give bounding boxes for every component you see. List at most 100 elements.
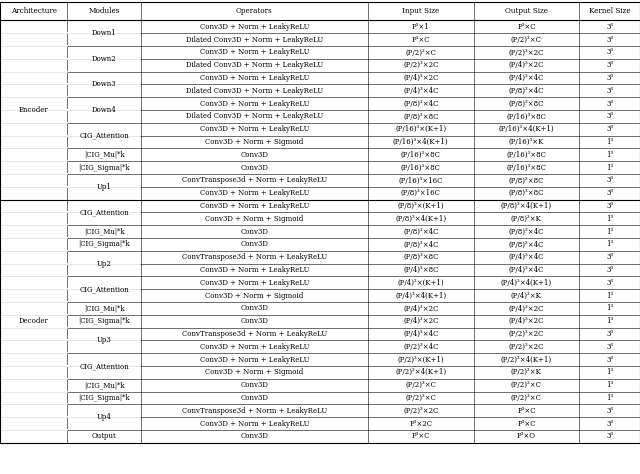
Text: 3³: 3³ [606,253,613,261]
Text: Up4: Up4 [97,413,111,421]
Text: Conv3D + Norm + LeakyReLU: Conv3D + Norm + LeakyReLU [200,356,309,364]
Text: (P/8)³×8C: (P/8)³×8C [403,112,438,120]
Text: (P/8)³×4C: (P/8)³×4C [509,87,544,95]
Text: 3³: 3³ [606,125,613,133]
Text: |CIG_Sigma|*k: |CIG_Sigma|*k [78,240,130,248]
Text: Encoder: Encoder [19,106,49,114]
Text: 3³: 3³ [606,112,613,120]
Text: Dilated Conv3D + Norm + LeakyReLU: Dilated Conv3D + Norm + LeakyReLU [186,87,323,95]
Text: Down4: Down4 [92,106,116,114]
Text: P³×C: P³×C [517,23,536,31]
Text: Conv3D: Conv3D [241,394,268,402]
Text: |CIG_Mu|*k: |CIG_Mu|*k [84,381,124,389]
Text: ConvTranspose3d + Norm + LeakyReLU: ConvTranspose3d + Norm + LeakyReLU [182,176,327,184]
Text: 1³: 1³ [606,292,613,300]
Text: Conv3D + Norm + LeakyReLU: Conv3D + Norm + LeakyReLU [200,189,309,197]
Text: P³×C: P³×C [412,432,430,440]
Text: (P/8)³×4(K+1): (P/8)³×4(K+1) [396,215,446,223]
Text: 3³: 3³ [606,356,613,364]
Text: Conv3D + Norm + Sigmoid: Conv3D + Norm + Sigmoid [205,292,303,300]
Text: Decoder: Decoder [19,317,49,325]
Text: P³×C: P³×C [412,36,430,44]
Text: (P/8)³×4C: (P/8)³×4C [403,100,438,108]
Text: 3³: 3³ [606,61,613,69]
Text: 3³: 3³ [606,279,613,287]
Text: 3³: 3³ [606,74,613,82]
Text: Down3: Down3 [92,81,116,88]
Text: Conv3D + Norm + Sigmoid: Conv3D + Norm + Sigmoid [205,368,303,376]
Text: Conv3D + Norm + Sigmoid: Conv3D + Norm + Sigmoid [205,138,303,146]
Text: P³×1: P³×1 [412,23,429,31]
Text: (P/4)³×4C: (P/4)³×4C [509,74,544,82]
Text: 3³: 3³ [606,419,613,428]
Text: 3³: 3³ [606,407,613,415]
Text: (P/4)³×2C: (P/4)³×2C [403,304,438,312]
Text: Conv3D: Conv3D [241,240,268,248]
Text: (P/8)³×4C: (P/8)³×4C [509,228,544,236]
Text: ConvTranspose3d + Norm + LeakyReLU: ConvTranspose3d + Norm + LeakyReLU [182,253,327,261]
Text: (P/4)³×4(K+1): (P/4)³×4(K+1) [396,292,446,300]
Text: (P/4)³×2C: (P/4)³×2C [403,74,438,82]
Text: Conv3D + Norm + LeakyReLU: Conv3D + Norm + LeakyReLU [200,202,309,210]
Text: 3³: 3³ [606,432,613,440]
Text: 3³: 3³ [606,266,613,274]
Text: (P/4)³×4C: (P/4)³×4C [509,266,544,274]
Text: (P/16)³×8C: (P/16)³×8C [506,112,547,120]
Text: Up2: Up2 [97,260,111,267]
Text: (P/2)³×C: (P/2)³×C [511,36,542,44]
Text: (P/2)³×2C: (P/2)³×2C [509,48,544,56]
Text: (P/16)³×8C: (P/16)³×8C [506,164,547,172]
Text: P³×O: P³×O [517,432,536,440]
Text: 3³: 3³ [606,23,613,31]
Text: 1³: 1³ [606,228,613,236]
Text: (P/2)³×2C: (P/2)³×2C [403,61,438,69]
Text: Conv3D + Norm + LeakyReLU: Conv3D + Norm + LeakyReLU [200,74,309,82]
Text: Conv3D: Conv3D [241,164,268,172]
Text: Up3: Up3 [97,337,111,344]
Text: 1³: 1³ [606,317,613,325]
Text: (P/2)³×2C: (P/2)³×2C [509,343,544,351]
Text: (P/8)³×8C: (P/8)³×8C [509,176,544,184]
Text: 1³: 1³ [606,381,613,389]
Text: (P/2)³×C: (P/2)³×C [405,48,436,56]
Text: (P/4)³×K: (P/4)³×K [511,292,542,300]
Text: (P/4)³×2C: (P/4)³×2C [403,317,438,325]
Text: 3³: 3³ [606,343,613,351]
Text: Conv3D: Conv3D [241,317,268,325]
Text: CIG_Attention: CIG_Attention [79,362,129,370]
Text: Conv3D + Norm + LeakyReLU: Conv3D + Norm + LeakyReLU [200,125,309,133]
Text: ConvTranspose3d + Norm + LeakyReLU: ConvTranspose3d + Norm + LeakyReLU [182,330,327,338]
Text: 1³: 1³ [606,151,613,159]
Text: (P/4)³×4C: (P/4)³×4C [403,87,438,95]
Text: 1³: 1³ [606,240,613,248]
Text: 1³: 1³ [606,304,613,312]
Text: (P/2)³×2C: (P/2)³×2C [509,330,544,338]
Text: Input Size: Input Size [402,8,440,15]
Text: Down1: Down1 [92,29,116,37]
Text: (P/16)³×16C: (P/16)³×16C [399,176,443,184]
Text: |CIG_Sigma|*k: |CIG_Sigma|*k [78,317,130,325]
Text: Conv3D + Norm + LeakyReLU: Conv3D + Norm + LeakyReLU [200,48,309,56]
Text: P³×C: P³×C [517,419,536,428]
Text: (P/4)³×4(K+1): (P/4)³×4(K+1) [501,279,552,287]
Text: (P/4)³×2C: (P/4)³×2C [509,317,544,325]
Text: (P/2)³×4C: (P/2)³×4C [403,343,438,351]
Text: Conv3D + Norm + LeakyReLU: Conv3D + Norm + LeakyReLU [200,279,309,287]
Text: (P/8)³×8C: (P/8)³×8C [509,189,544,197]
Text: 1³: 1³ [606,215,613,223]
Text: (P/16)³×(K+1): (P/16)³×(K+1) [396,125,446,133]
Text: (P/16)³×8C: (P/16)³×8C [401,164,441,172]
Text: Modules: Modules [88,8,120,15]
Text: 3³: 3³ [606,36,613,44]
Text: 3³: 3³ [606,176,613,184]
Text: (P/16)³×K: (P/16)³×K [509,138,544,146]
Text: (P/4)³×2C: (P/4)³×2C [509,61,544,69]
Text: Conv3D: Conv3D [241,151,268,159]
Text: (P/2)³×C: (P/2)³×C [405,394,436,402]
Text: (P/2)³×4(K+1): (P/2)³×4(K+1) [396,368,446,376]
Text: Kernel Size: Kernel Size [589,8,630,15]
Text: (P/2)³×C: (P/2)³×C [405,381,436,389]
Text: CIG_Attention: CIG_Attention [79,285,129,293]
Text: Operators: Operators [236,8,273,15]
Text: 3³: 3³ [606,189,613,197]
